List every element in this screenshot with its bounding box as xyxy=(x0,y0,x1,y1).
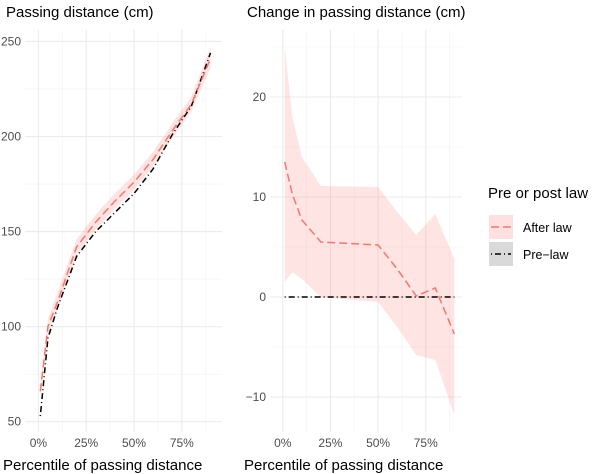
ci-band-after-law xyxy=(40,47,211,399)
legend-title: Pre or post law xyxy=(488,185,588,202)
left-panel-title: Passing distance (cm) xyxy=(6,4,154,21)
y-tick-label: 10 xyxy=(253,190,267,204)
right-x-axis-label: Percentile of passing distance xyxy=(244,457,443,474)
y-tick-label: 50 xyxy=(8,415,22,429)
legend: Pre or post law After law Pre−law xyxy=(488,185,588,266)
series-line-pre-law xyxy=(39,52,212,417)
x-tick-label: 50% xyxy=(122,436,146,450)
y-tick-label: 200 xyxy=(1,129,21,143)
right-panel-title: Change in passing distance (cm) xyxy=(247,4,465,21)
right-panel: 0% 25% 50% 75% −10 0 10 20 xyxy=(246,30,462,450)
y-tick-label: 0 xyxy=(259,290,266,304)
x-tick-label: 25% xyxy=(318,436,342,450)
y-tick-label: 150 xyxy=(1,225,21,239)
x-tick-label: 25% xyxy=(74,436,98,450)
x-tick-label: 75% xyxy=(414,436,438,450)
y-tick-label: 20 xyxy=(253,90,267,104)
x-tick-label: 50% xyxy=(366,436,390,450)
x-tick-label: 0% xyxy=(30,436,48,450)
x-tick-label: 0% xyxy=(274,436,292,450)
ci-band-after-law xyxy=(284,47,455,415)
y-tick-label: −10 xyxy=(246,390,267,404)
x-tick-label: 75% xyxy=(170,436,194,450)
y-tick-label: 100 xyxy=(1,320,21,334)
left-x-axis-label: Percentile of passing distance xyxy=(3,457,202,474)
left-panel: 0% 25% 50% 75% 50 100 150 200 250 xyxy=(1,30,222,450)
legend-label-after-law: After law xyxy=(523,221,573,235)
y-tick-label: 250 xyxy=(1,34,21,48)
legend-label-pre-law: Pre−law xyxy=(523,248,569,262)
